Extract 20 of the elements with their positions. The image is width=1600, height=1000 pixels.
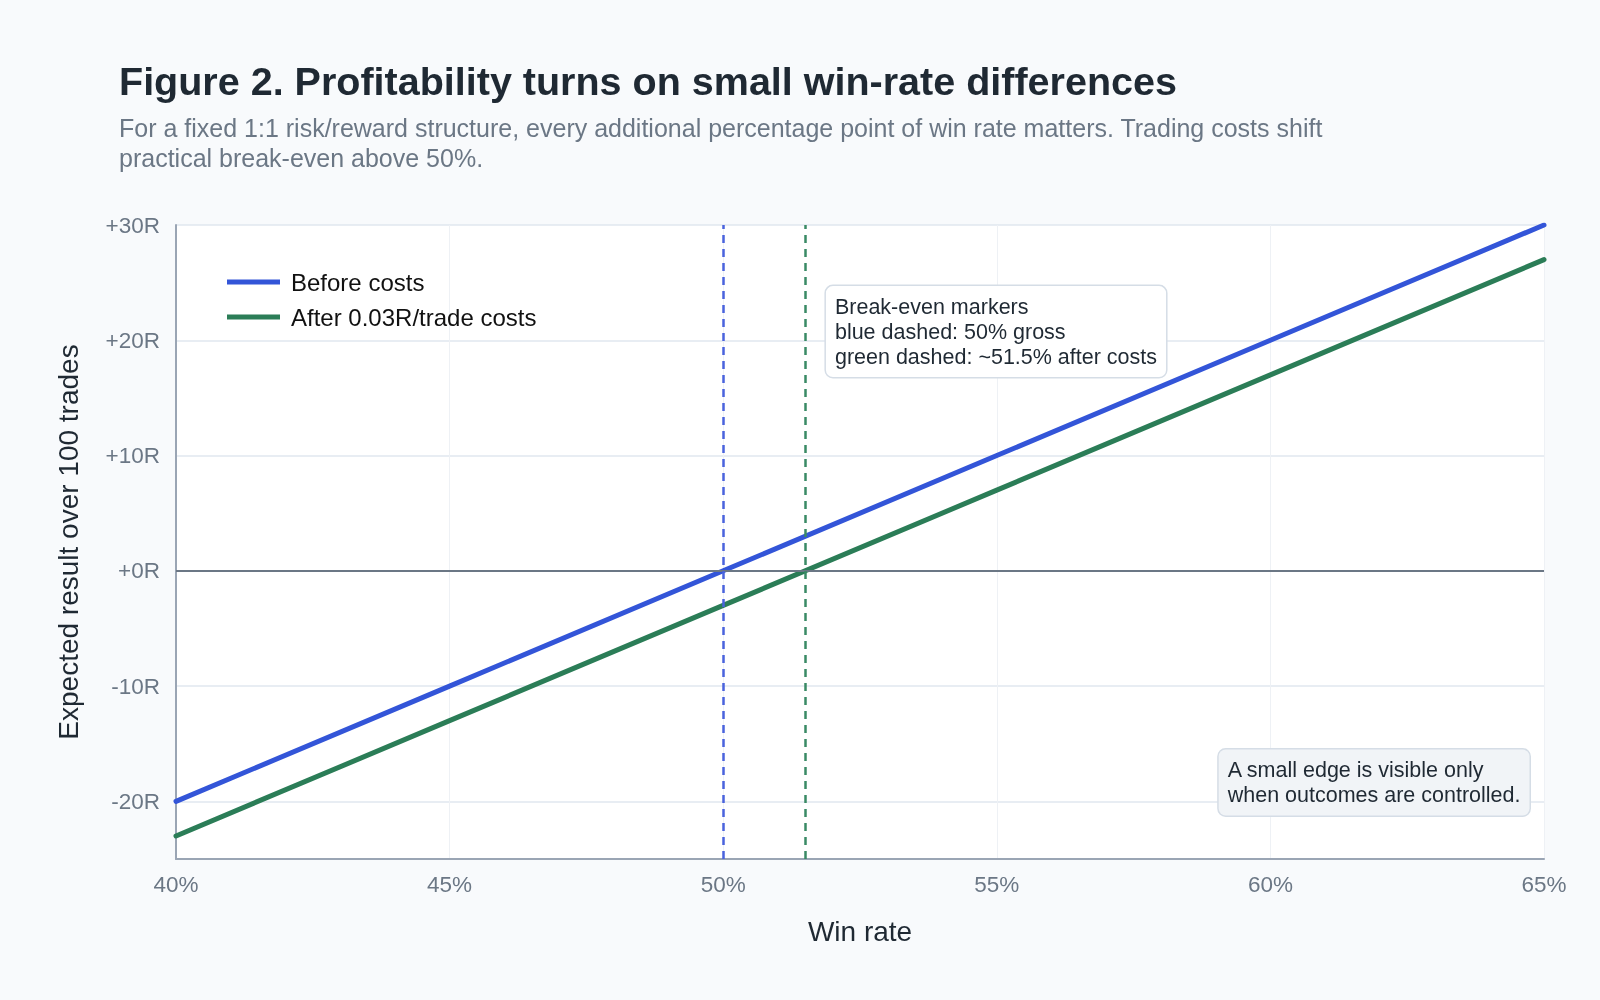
- annotation: Break-even markers blue dashed: 50% gross green dashed: ~51.5% after costs: [834, 294, 1158, 369]
- y-axis-title: Expected result over 100 trades: [52, 344, 84, 740]
- legend-label: Before costs: [291, 268, 425, 296]
- y-tick-label: +0R: [118, 558, 160, 584]
- y-tick-label: +30R: [105, 212, 160, 238]
- x-tick-label: 50%: [700, 872, 746, 897]
- chart-subtitle: For a fixed 1:1 risk/reward structure, every additional percentage point of win rate matters. Trading costs shift practical break-even above 50%.: [119, 114, 1330, 172]
- x-tick-label: 65%: [1521, 872, 1567, 897]
- legend-label: After 0.03R/trade costs: [291, 303, 537, 331]
- y-tick-label: -10R: [111, 673, 160, 699]
- x-tick-label: 55%: [974, 872, 1020, 897]
- x-tick-label: 45%: [427, 872, 473, 897]
- y-tick-label: +10R: [105, 443, 160, 469]
- x-tick-label: 40%: [153, 872, 199, 897]
- x-tick-label: 60%: [1247, 872, 1293, 897]
- chart-title: Figure 2. Profitability turns on small win-rate differences: [119, 59, 1177, 103]
- y-tick-label: -20R: [111, 788, 160, 814]
- annotation: A small edge is visible only when outcomes are controlled.: [1226, 758, 1521, 807]
- y-tick-label: +20R: [105, 327, 160, 353]
- x-axis-title: Win rate: [807, 915, 913, 947]
